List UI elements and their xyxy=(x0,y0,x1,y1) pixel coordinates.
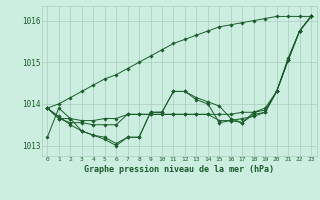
X-axis label: Graphe pression niveau de la mer (hPa): Graphe pression niveau de la mer (hPa) xyxy=(84,165,274,174)
